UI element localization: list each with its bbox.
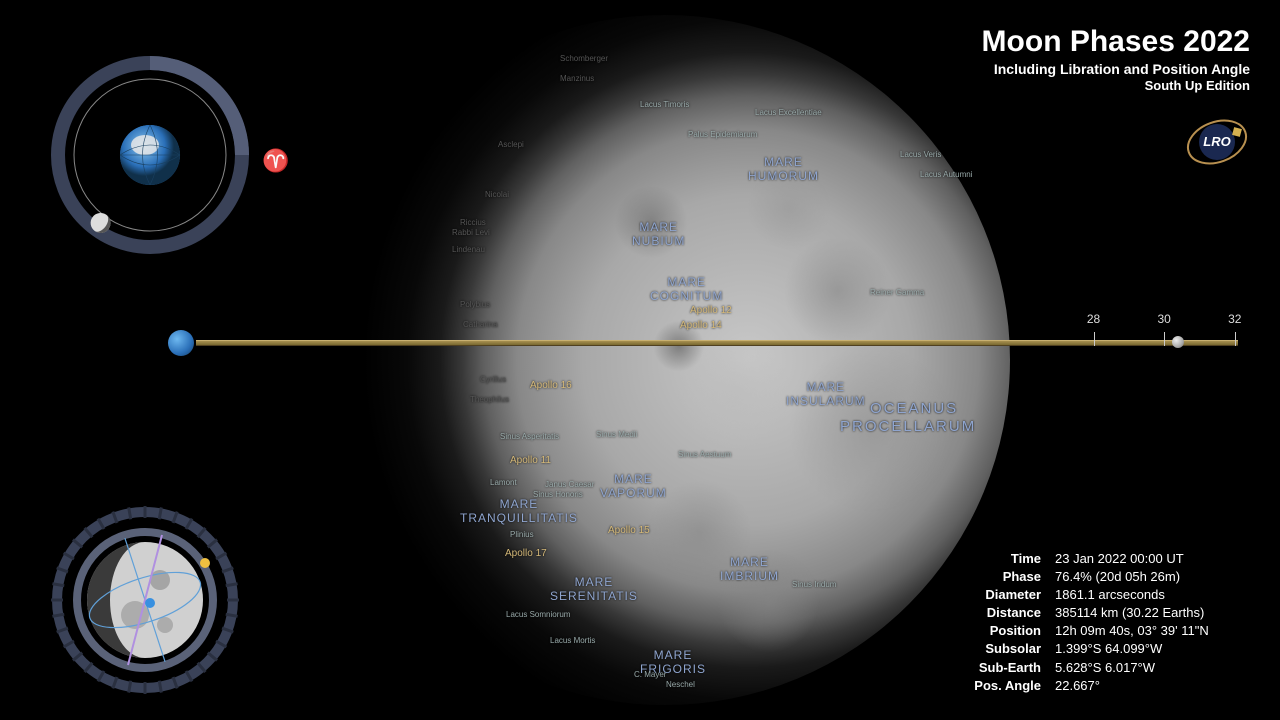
moon-texture: [320, 15, 1010, 705]
distance-scale: 283032: [168, 330, 1238, 360]
data-value: 76.4% (20d 05h 26m): [1055, 568, 1255, 586]
data-row: Diameter1861.1 arcseconds: [960, 586, 1255, 604]
aries-symbol-icon: ♈: [262, 148, 289, 174]
data-label: Phase: [960, 568, 1055, 586]
title-sub1: Including Libration and Position Angle: [982, 61, 1250, 77]
data-label: Time: [960, 550, 1055, 568]
data-value: 1.399°S 64.099°W: [1055, 640, 1255, 658]
data-label: Pos. Angle: [960, 677, 1055, 695]
scale-moon-marker-icon: [1172, 336, 1184, 348]
data-table: Time23 Jan 2022 00:00 UTPhase76.4% (20d …: [960, 550, 1255, 696]
lro-logo: LRO: [1185, 110, 1250, 175]
title-block: Moon Phases 2022 Including Libration and…: [982, 25, 1250, 93]
scale-bar: [196, 340, 1238, 346]
title-main: Moon Phases 2022: [982, 25, 1250, 59]
data-row: Sub-Earth5.628°S 6.017°W: [960, 659, 1255, 677]
data-value: 23 Jan 2022 00:00 UT: [1055, 550, 1255, 568]
data-value: 12h 09m 40s, 03° 39' 11"N: [1055, 622, 1255, 640]
scale-tick-label: 28: [1087, 312, 1100, 326]
data-value: 1861.1 arcseconds: [1055, 586, 1255, 604]
title-sub2: South Up Edition: [982, 78, 1250, 93]
data-value: 385114 km (30.22 Earths): [1055, 604, 1255, 622]
libration-diagram: [50, 505, 240, 695]
data-row: Distance385114 km (30.22 Earths): [960, 604, 1255, 622]
scale-tick-label: 30: [1157, 312, 1170, 326]
data-label: Subsolar: [960, 640, 1055, 658]
scale-tick: [1235, 332, 1236, 346]
data-value: 5.628°S 6.017°W: [1055, 659, 1255, 677]
data-label: Sub-Earth: [960, 659, 1055, 677]
data-row: Time23 Jan 2022 00:00 UT: [960, 550, 1255, 568]
data-row: Subsolar1.399°S 64.099°W: [960, 640, 1255, 658]
moon-disc: [320, 15, 1010, 705]
data-row: Phase76.4% (20d 05h 26m): [960, 568, 1255, 586]
svg-text:LRO: LRO: [1203, 134, 1230, 149]
data-value: 22.667°: [1055, 677, 1255, 695]
orbit-diagram: [50, 55, 250, 255]
data-label: Diameter: [960, 586, 1055, 604]
data-label: Distance: [960, 604, 1055, 622]
scale-tick: [1164, 332, 1165, 346]
data-row: Pos. Angle22.667°: [960, 677, 1255, 695]
moon-main: [320, 15, 1010, 705]
scale-earth-icon: [168, 330, 194, 356]
data-row: Position12h 09m 40s, 03° 39' 11"N: [960, 622, 1255, 640]
scale-tick: [1094, 332, 1095, 346]
data-label: Position: [960, 622, 1055, 640]
scale-tick-label: 32: [1228, 312, 1241, 326]
